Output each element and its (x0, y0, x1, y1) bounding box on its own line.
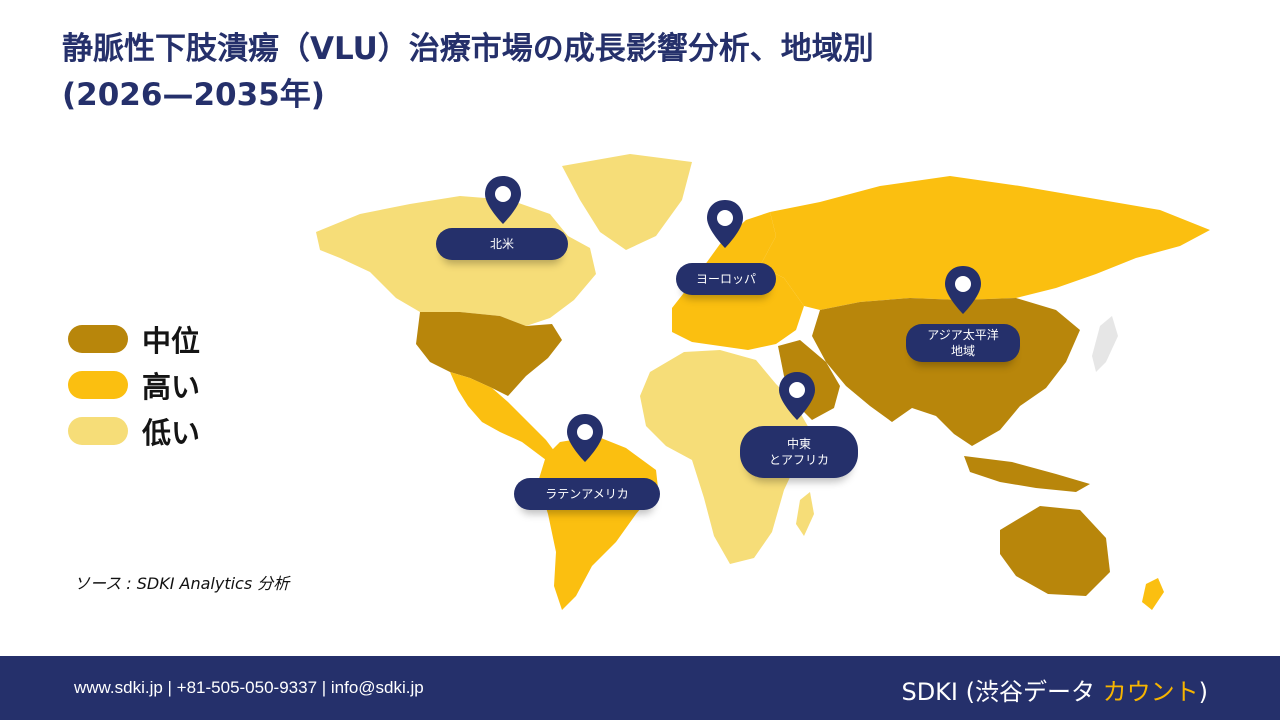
region-label-europe: ヨーロッパ (676, 263, 776, 295)
legend-item-high: 高い (68, 362, 200, 408)
japan-shape (1092, 316, 1118, 372)
title-line-1: 静脈性下肢潰瘍（VLU）治療市場の成長影響分析、地域別 (62, 31, 874, 67)
title-line-2: (2026—2035年) (62, 77, 325, 113)
legend-item-low: 低い (68, 408, 200, 454)
footer-bar: www.sdki.jp | +81-505-050-9337 | info@sd… (0, 656, 1280, 720)
region-label-north-america: 北米 (436, 228, 568, 260)
legend-swatch (68, 325, 128, 353)
brand-accent: カウント (1102, 678, 1199, 706)
source-note: ソース : SDKI Analytics 分析 (74, 574, 290, 593)
canada-shape (316, 196, 596, 326)
region-label-latin-america: ラテンアメリカ (514, 478, 660, 510)
asia-pacific-shape (812, 298, 1080, 446)
australia-shape (1000, 506, 1110, 596)
legend-item-medium: 中位 (68, 316, 200, 362)
location-pin-icon (485, 176, 521, 224)
legend-swatch (68, 371, 128, 399)
region-label-middle-east-africa: 中東 とアフリカ (740, 426, 858, 478)
legend-label: 低い (142, 416, 201, 450)
world-map (316, 154, 1210, 610)
greenland-shape (562, 154, 692, 250)
russia-shape (760, 176, 1210, 310)
legend-swatch (68, 417, 128, 445)
page-title: 静脈性下肢潰瘍（VLU）治療市場の成長影響分析、地域別 (2026—2035年) (62, 26, 1212, 118)
location-pin-icon (945, 266, 981, 314)
location-pin-icon (567, 414, 603, 462)
legend-label: 高い (142, 370, 201, 404)
mexico-shape (450, 372, 558, 460)
madagascar-shape (796, 492, 814, 536)
indonesia-shape (964, 456, 1090, 492)
region-label-asia-pacific: アジア太平洋 地域 (906, 324, 1020, 362)
location-pin-icon (779, 372, 815, 420)
new-zealand-shape (1142, 578, 1164, 610)
usa-shape (416, 312, 562, 396)
legend: 中位 高い 低い (68, 316, 200, 454)
legend-label: 中位 (142, 324, 201, 358)
footer-brand: SDKI (渋谷データ カウント) (901, 672, 1208, 707)
africa-shape (640, 350, 810, 564)
footer-contact: www.sdki.jp | +81-505-050-9337 | info@sd… (74, 678, 424, 697)
brand-suffix: ) (1198, 678, 1208, 706)
location-pin-icon (707, 200, 743, 248)
brand-prefix: SDKI (渋谷データ (901, 678, 1103, 706)
